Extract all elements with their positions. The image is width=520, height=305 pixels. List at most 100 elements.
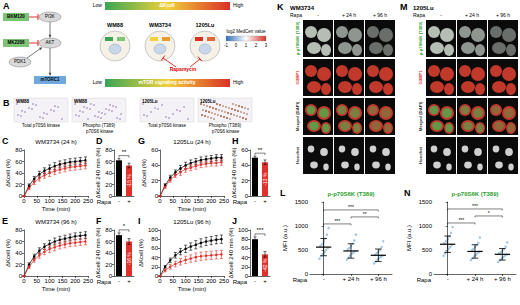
svg-text:Rapa: Rapa	[97, 199, 112, 205]
svg-text:Hoechst: Hoechst	[418, 146, 423, 164]
svg-text:1000: 1000	[295, 223, 309, 229]
svg-text:60: 60	[15, 159, 22, 165]
svg-text:***: ***	[256, 227, 264, 233]
svg-text:***: ***	[334, 218, 340, 224]
svg-text:3: 3	[265, 43, 268, 48]
svg-text:Rapa: Rapa	[97, 279, 112, 285]
svg-text:40: 40	[15, 170, 22, 176]
svg-text:150: 150	[57, 278, 68, 284]
svg-text:1205Lu: 1205Lu	[142, 99, 158, 104]
svg-text:60: 60	[241, 245, 248, 251]
svg-text:150: 150	[193, 278, 204, 284]
svg-text:WM88: WM88	[74, 99, 87, 104]
svg-text:F: F	[96, 216, 102, 226]
svg-text:+: +	[127, 198, 131, 204]
svg-text:+ 24 h: + 24 h	[465, 12, 479, 18]
svg-text:20: 20	[241, 264, 248, 270]
svg-text:100: 100	[148, 227, 159, 233]
svg-text:+ 96 h: + 96 h	[494, 276, 511, 282]
svg-text:Phospho (T389) p70S6 kinase: Phospho (T389) p70S6 kinase	[209, 123, 242, 134]
svg-text:High: High	[233, 79, 244, 85]
svg-text:60: 60	[105, 239, 112, 245]
svg-text:100: 100	[45, 198, 56, 204]
svg-text:80: 80	[15, 227, 22, 233]
svg-text:60: 60	[151, 147, 158, 153]
svg-text:-13 %: -13 %	[262, 172, 268, 186]
svg-text:1500: 1500	[295, 199, 309, 205]
svg-text:80: 80	[151, 236, 158, 242]
svg-text:ΔKcell (%): ΔKcell (%)	[5, 239, 11, 267]
svg-text:1205Lu: 1205Lu	[196, 22, 215, 28]
svg-text:0: 0	[109, 273, 113, 279]
svg-text:Time (min): Time (min)	[42, 286, 70, 292]
svg-text:Rapamycin: Rapamycin	[170, 66, 197, 72]
svg-text:ΔKcell (%): ΔKcell (%)	[138, 239, 144, 267]
svg-text:1205Lu: 1205Lu	[413, 5, 434, 11]
svg-text:WM3734: WM3734	[149, 22, 172, 28]
svg-text:G3BP1: G3BP1	[295, 70, 300, 85]
svg-text:100: 100	[181, 278, 192, 284]
svg-text:L: L	[280, 188, 286, 198]
svg-text:40: 40	[151, 255, 158, 261]
svg-text:MK2206: MK2206	[7, 40, 25, 45]
svg-text:D: D	[96, 136, 103, 146]
svg-text:mTOR signaling activity: mTOR signaling activity	[139, 79, 196, 85]
svg-text:Hoechst: Hoechst	[295, 146, 300, 164]
svg-text:200: 200	[206, 198, 217, 204]
svg-text:MFI (a.u.): MFI (a.u.)	[282, 225, 288, 251]
svg-text:ΔKcell 240 min (%): ΔKcell 240 min (%)	[95, 227, 101, 278]
svg-text:1500: 1500	[419, 199, 433, 205]
svg-text:60: 60	[105, 159, 112, 165]
svg-text:ΔKcell (%): ΔKcell (%)	[5, 159, 11, 187]
svg-text:+: +	[127, 278, 131, 284]
svg-text:1205Lu (96 h): 1205Lu (96 h)	[173, 219, 210, 225]
svg-text:ΔKcell (%): ΔKcell (%)	[141, 159, 147, 187]
svg-text:PI3K: PI3K	[45, 14, 55, 19]
svg-text:J: J	[232, 216, 237, 226]
svg-text:G: G	[138, 136, 145, 146]
svg-text:WM88: WM88	[107, 22, 123, 28]
svg-text:20: 20	[151, 264, 158, 270]
svg-text:-: -	[440, 12, 442, 18]
svg-text:p-p70S6K (T389): p-p70S6K (T389)	[418, 21, 423, 55]
svg-text:0: 0	[235, 43, 238, 48]
svg-text:Rapa: Rapa	[293, 277, 308, 283]
svg-text:50: 50	[33, 198, 40, 204]
svg-text:Merged (DAPI): Merged (DAPI)	[295, 101, 300, 131]
svg-text:-: -	[323, 276, 325, 282]
svg-text:40: 40	[241, 162, 248, 168]
svg-text:100: 100	[45, 278, 56, 284]
svg-text:Merged (DAPI): Merged (DAPI)	[418, 101, 423, 131]
svg-text:High: High	[233, 2, 244, 8]
svg-text:Rapa: Rapa	[413, 12, 425, 18]
svg-text:WM3734 (96 h): WM3734 (96 h)	[35, 219, 76, 225]
svg-text:0: 0	[429, 271, 433, 277]
svg-text:Rapa: Rapa	[290, 12, 302, 18]
svg-text:WM3734: WM3734	[290, 5, 315, 11]
svg-text:60: 60	[151, 245, 158, 251]
svg-text:Total p70S6 kinase: Total p70S6 kinase	[148, 123, 187, 128]
svg-text:20: 20	[15, 182, 22, 188]
svg-text:Total p70S6 kinase: Total p70S6 kinase	[22, 123, 61, 128]
svg-text:**: **	[122, 149, 127, 155]
svg-text:E: E	[2, 216, 8, 226]
svg-text:Rapa: Rapa	[233, 279, 248, 285]
svg-text:0: 0	[245, 273, 249, 279]
svg-text:-: -	[254, 198, 256, 204]
svg-text:WM3734 (24 h): WM3734 (24 h)	[35, 139, 76, 145]
svg-text:0: 0	[22, 278, 26, 284]
svg-text:Time (min): Time (min)	[178, 206, 206, 212]
svg-text:0: 0	[245, 193, 249, 199]
svg-text:50: 50	[169, 278, 176, 284]
svg-text:0: 0	[158, 198, 162, 204]
svg-text:0: 0	[305, 271, 309, 277]
svg-text:Time (min): Time (min)	[178, 286, 206, 292]
svg-text:20: 20	[105, 262, 112, 268]
svg-text:+ 96 h: + 96 h	[370, 276, 387, 282]
svg-text:Phospho (T389) p70S6 kinase: Phospho (T389) p70S6 kinase	[83, 123, 116, 134]
svg-text:0: 0	[158, 278, 162, 284]
svg-text:60: 60	[15, 239, 22, 245]
svg-text:WM88: WM88	[16, 99, 29, 104]
svg-text:***: ***	[348, 204, 354, 210]
svg-text:Rapa: Rapa	[417, 277, 432, 283]
